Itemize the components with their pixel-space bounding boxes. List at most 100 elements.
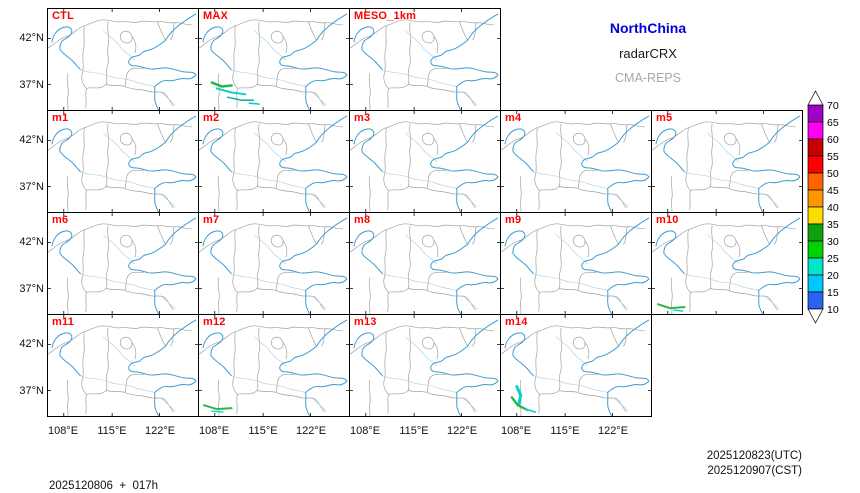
legend: NorthChina radarCRX CMA-REPS: [556, 20, 740, 85]
radar-echo: [202, 404, 233, 411]
lon-tick-label: 122°E: [597, 425, 629, 437]
colorbar-segment: [807, 121, 824, 140]
map-panel-m13: m13: [349, 314, 501, 417]
footer-init-times: 2025120806 + 017h 2025120814 + 017h: [49, 449, 158, 493]
map-canvas: [652, 213, 802, 314]
map-canvas: [199, 9, 349, 110]
colorbar-segment: [807, 240, 824, 259]
panel-label: m1: [52, 112, 69, 124]
colorbar-segment: [807, 206, 824, 225]
panel-label: MESO_1km: [354, 10, 417, 22]
panel-label: m6: [52, 214, 69, 226]
lat-tick-label: 37°N: [19, 181, 44, 193]
lat-tick-label: 42°N: [19, 338, 44, 350]
radar-echo: [210, 81, 233, 88]
colorbar-arrow-top: [807, 90, 824, 106]
map-panel-m12: m12: [198, 314, 350, 417]
map-panel-m9: m9: [500, 212, 652, 315]
lon-tick-label: 108°E: [198, 425, 230, 437]
panel-label: m13: [354, 316, 377, 328]
map-panel-m14: m14: [500, 314, 652, 417]
map-canvas: [48, 315, 198, 416]
radar-echo: [510, 396, 529, 412]
panel-label: m12: [203, 316, 226, 328]
lon-tick-label: 108°E: [349, 425, 381, 437]
map-panel-m11: m11: [47, 314, 199, 417]
lon-tick-label: 115°E: [248, 425, 278, 437]
lon-tick-label: 115°E: [399, 425, 429, 437]
colorbar-segment: [807, 257, 824, 276]
footer-valid-times: 2025120823(UTC) 2025120907(CST): [598, 449, 802, 479]
colorbar-segment: [807, 155, 824, 174]
colorbar-label: 20: [827, 270, 839, 282]
footer-init-line1: 2025120806 + 017h: [49, 480, 159, 492]
lat-tick-label: 37°N: [19, 79, 44, 91]
map-panel-m10: m10: [651, 212, 803, 315]
map-panel-m8: m8: [349, 212, 501, 315]
lat-tick-label: 42°N: [19, 32, 44, 44]
map-panel-CTL: CTL: [47, 8, 199, 111]
radar-echo: [515, 385, 523, 406]
map-panel-MAX: MAX: [198, 8, 350, 111]
colorbar-segment: [807, 172, 824, 191]
map-panel-m3: m3: [349, 110, 501, 213]
panel-label: m5: [656, 112, 673, 124]
panel-label: CTL: [52, 10, 74, 22]
map-canvas: [501, 213, 651, 314]
lat-tick-label: 37°N: [19, 283, 44, 295]
colorbar-label: 55: [827, 151, 839, 163]
colorbar-label: 65: [827, 117, 839, 129]
legend-model: CMA-REPS: [615, 71, 681, 85]
colorbar-label: 50: [827, 168, 839, 180]
map-canvas: [350, 9, 500, 110]
map-panel-m7: m7: [198, 212, 350, 315]
map-canvas: [48, 111, 198, 212]
map-panel-m6: m6: [47, 212, 199, 315]
lon-tick-label: 115°E: [97, 425, 127, 437]
radar-echo: [248, 102, 260, 105]
panel-label: m10: [656, 214, 679, 226]
colorbar-label: 45: [827, 185, 839, 197]
panel-label: m11: [52, 316, 75, 328]
colorbar: 70 65 60 55 50 45 40 35 30 25 20 15 10: [804, 88, 858, 339]
lat-tick-label: 37°N: [19, 385, 44, 397]
colorbar-label: 35: [827, 219, 839, 231]
map-canvas: [48, 213, 198, 314]
radar-echo: [211, 410, 224, 413]
colorbar-label: 70: [827, 100, 839, 112]
panel-label: m3: [354, 112, 371, 124]
map-canvas: [350, 315, 500, 416]
map-canvas: [48, 9, 198, 110]
colorbar-arrow-bottom: [807, 308, 824, 324]
lat-tick-label: 42°N: [19, 236, 44, 248]
colorbar-label: 60: [827, 134, 839, 146]
colorbar-segment: [807, 189, 824, 208]
map-canvas: [199, 213, 349, 314]
colorbar-label: 40: [827, 202, 839, 214]
lon-tick-label: 122°E: [144, 425, 176, 437]
panel-label: m14: [505, 316, 528, 328]
colorbar-segment: [807, 291, 824, 310]
radar-echo: [673, 309, 684, 312]
map-panel-MESO_1km: MESO_1km: [349, 8, 501, 111]
map-canvas: [350, 111, 500, 212]
colorbar-label: 25: [827, 253, 839, 265]
colorbar-label: 15: [827, 287, 839, 299]
panel-label: m9: [505, 214, 522, 226]
panel-label: m4: [505, 112, 522, 124]
map-panel-m4: m4: [500, 110, 652, 213]
map-canvas: [501, 315, 651, 416]
map-canvas: [501, 111, 651, 212]
map-panel-m2: m2: [198, 110, 350, 213]
lon-tick-label: 115°E: [550, 425, 580, 437]
radar-echo: [215, 87, 247, 96]
panel-label: MAX: [203, 10, 229, 22]
lon-tick-label: 122°E: [295, 425, 327, 437]
lon-tick-label: 122°E: [446, 425, 478, 437]
map-canvas: [652, 111, 802, 212]
panel-label: m8: [354, 214, 371, 226]
colorbar-segment: [807, 274, 824, 293]
footer-valid-utc: 2025120823(UTC): [706, 450, 802, 462]
legend-product: radarCRX: [619, 46, 677, 61]
